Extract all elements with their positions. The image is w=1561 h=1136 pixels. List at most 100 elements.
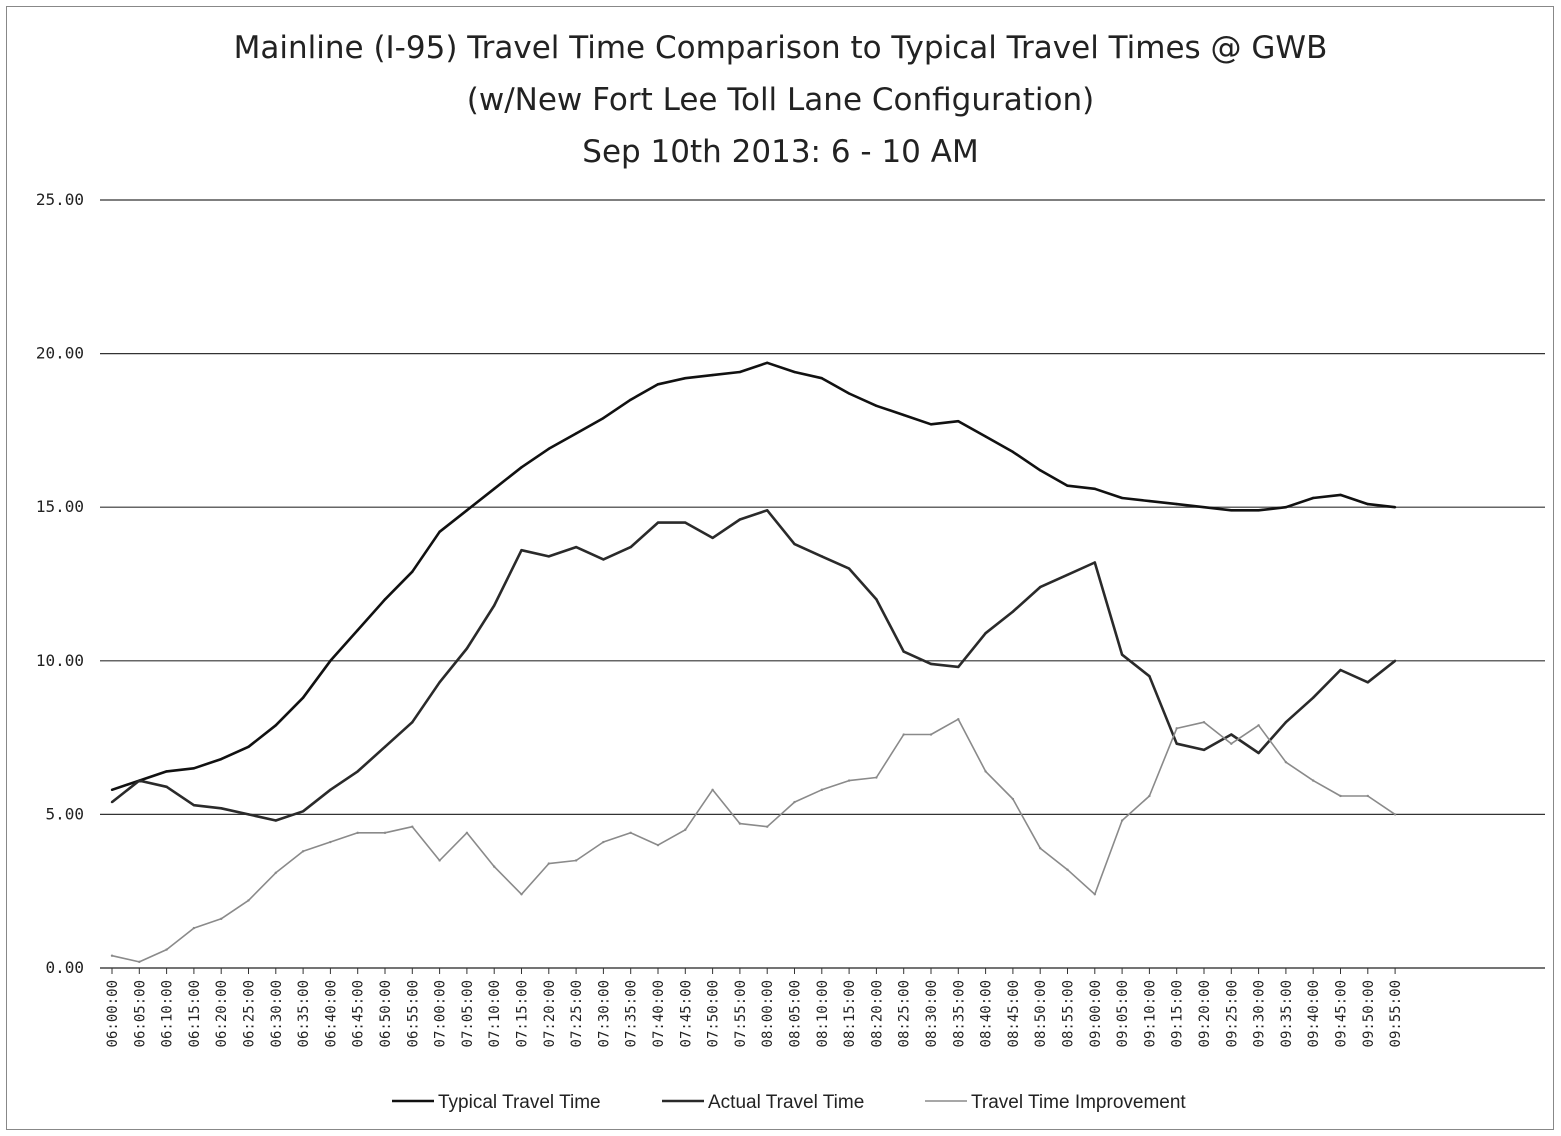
data-point xyxy=(1230,742,1233,745)
data-point xyxy=(656,383,660,386)
data-point xyxy=(957,665,960,669)
x-tick-label: 08:40:00 xyxy=(979,980,995,1047)
data-point xyxy=(465,831,469,835)
gridlines xyxy=(100,199,1545,969)
data-point xyxy=(902,413,905,417)
data-point xyxy=(411,570,414,573)
data-point xyxy=(875,776,878,779)
data-point xyxy=(1011,610,1015,613)
data-point xyxy=(1120,496,1124,500)
x-tick-label: 06:35:00 xyxy=(296,980,312,1047)
data-point xyxy=(875,404,878,408)
data-point xyxy=(493,604,496,607)
data-point xyxy=(438,530,441,533)
data-point xyxy=(1366,794,1370,798)
data-point xyxy=(329,840,332,844)
data-point xyxy=(301,850,305,853)
data-point xyxy=(656,521,660,524)
data-point xyxy=(165,948,168,951)
x-tick-label: 07:50:00 xyxy=(706,980,722,1047)
data-point xyxy=(438,859,441,862)
data-point xyxy=(1257,509,1260,512)
data-point xyxy=(684,521,687,524)
data-point xyxy=(984,435,987,438)
data-point xyxy=(274,819,277,822)
data-point xyxy=(1202,506,1206,509)
data-point xyxy=(711,536,714,540)
x-tick-label: 09:55:00 xyxy=(1388,980,1404,1047)
data-point xyxy=(520,549,523,552)
data-point xyxy=(138,960,141,964)
data-point xyxy=(711,373,714,377)
data-point xyxy=(329,659,332,662)
data-point xyxy=(165,785,168,788)
x-tick-label: 08:25:00 xyxy=(897,980,913,1047)
x-tick-label: 09:10:00 xyxy=(1142,980,1158,1047)
data-point xyxy=(1312,779,1315,782)
data-point xyxy=(1366,502,1370,506)
data-point xyxy=(957,717,960,721)
data-point xyxy=(766,825,769,828)
x-tick-label: 08:35:00 xyxy=(951,980,967,1047)
y-tick-label: 25.00 xyxy=(36,190,84,209)
data-point xyxy=(902,733,905,736)
data-point xyxy=(766,361,769,365)
data-point xyxy=(820,376,823,380)
data-point xyxy=(383,745,387,749)
data-point xyxy=(1093,893,1097,896)
x-tick-label: 08:55:00 xyxy=(1061,980,1077,1047)
legend: Typical Travel Time Actual Travel Time Tra… xyxy=(392,1092,1186,1113)
data-point xyxy=(110,954,114,957)
data-point xyxy=(629,545,632,549)
x-tick-label: 07:40:00 xyxy=(651,980,667,1047)
data-point xyxy=(1393,813,1397,816)
data-point xyxy=(192,767,196,770)
series-line xyxy=(111,718,1396,963)
x-tick-label: 09:00:00 xyxy=(1088,980,1104,1047)
data-point xyxy=(438,681,441,684)
data-point xyxy=(520,466,523,469)
data-point xyxy=(847,567,851,570)
data-point xyxy=(656,843,660,847)
x-tick-label: 08:10:00 xyxy=(815,980,831,1047)
y-tick-label: 0.00 xyxy=(45,958,84,977)
data-point xyxy=(1202,721,1206,724)
y-tick-label: 5.00 xyxy=(45,804,84,823)
data-point xyxy=(1011,450,1015,454)
data-point xyxy=(957,419,960,423)
y-tick-label: 20.00 xyxy=(36,344,84,363)
data-point xyxy=(929,662,933,666)
data-point xyxy=(138,779,141,782)
data-point xyxy=(1230,733,1233,736)
data-point xyxy=(1284,721,1288,724)
data-point xyxy=(574,859,578,862)
data-point xyxy=(820,555,823,558)
data-point xyxy=(493,865,496,868)
data-point xyxy=(1175,502,1178,506)
x-tick-label: 06:00:00 xyxy=(105,980,121,1047)
data-point xyxy=(929,733,933,736)
x-tick-label: 07:35:00 xyxy=(624,980,640,1047)
data-point xyxy=(1284,506,1288,509)
data-point xyxy=(1066,868,1069,871)
legend-label: Travel Time Improvement xyxy=(971,1092,1186,1113)
data-point xyxy=(847,392,851,395)
data-point xyxy=(738,822,742,825)
data-point xyxy=(1148,499,1151,503)
x-tick-label: 09:45:00 xyxy=(1334,980,1350,1047)
data-point xyxy=(1039,846,1042,850)
x-tick-label: 06:20:00 xyxy=(214,980,230,1047)
y-tick-label: 15.00 xyxy=(36,497,84,516)
data-point xyxy=(1339,493,1342,497)
data-point xyxy=(465,647,469,650)
data-point xyxy=(875,598,878,601)
x-tick-label: 08:45:00 xyxy=(1006,980,1022,1047)
x-tick-label: 08:00:00 xyxy=(760,980,776,1047)
x-tick-label: 07:55:00 xyxy=(733,980,749,1047)
data-point xyxy=(984,770,987,773)
data-point xyxy=(602,558,605,561)
chart-subtitle: (w/New Fort Lee Toll Lane Configuration) xyxy=(466,82,1095,118)
x-tick-label: 09:40:00 xyxy=(1306,980,1322,1047)
data-point xyxy=(738,518,742,521)
